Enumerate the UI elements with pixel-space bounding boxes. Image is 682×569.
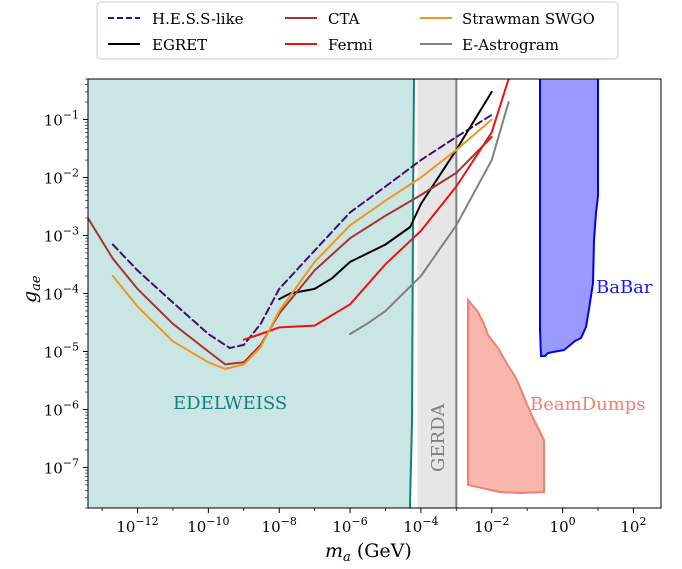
legend-box <box>96 1 619 60</box>
beamdumps-label: BeamDumps <box>530 394 646 415</box>
legend-label-swgo: Strawman SWGO <box>462 10 595 28</box>
legend-label-fermi: Fermi <box>328 36 373 54</box>
legend-label-egret: EGRET <box>152 36 207 54</box>
y-tick-label: 10−7 <box>44 456 79 477</box>
gerda-region <box>417 79 457 508</box>
y-tick-label: 10−4 <box>44 283 79 304</box>
x-axis: 10−12 10−10 10−8 10−6 10−4 10−2 100 102 <box>101 508 646 536</box>
series-line-e-astrogram <box>349 101 510 335</box>
x-tick-label: 100 <box>550 515 576 536</box>
edelweiss-region <box>88 79 415 508</box>
x-axis-label: ma (GeV) <box>325 540 412 565</box>
legend-label-hess: H.E.S.S-like <box>152 10 244 28</box>
y-tick-label: 10−6 <box>44 398 79 419</box>
x-tick-label: 10−6 <box>332 515 367 536</box>
y-tick-label: 10−2 <box>44 167 79 188</box>
x-tick-label: 10−8 <box>262 515 297 536</box>
legend-label-eastrogram: E-Astrogram <box>462 36 559 54</box>
gerda-label: GERDA <box>428 402 449 472</box>
x-tick-label: 10−10 <box>187 515 229 536</box>
babar-label: BaBar <box>596 277 653 298</box>
plot-area <box>88 79 599 508</box>
series-line-strawman-swgo <box>111 118 493 370</box>
series-layer <box>88 79 510 370</box>
legend: H.E.S.S-like EGRET CTA Fermi Strawman SW… <box>96 1 619 60</box>
y-tick-label: 10−1 <box>44 109 79 130</box>
legend-label-cta: CTA <box>328 10 360 28</box>
edelweiss-label: EDELWEISS <box>173 393 287 414</box>
x-tick-label: 102 <box>620 515 646 536</box>
x-tick-label: 10−4 <box>403 515 438 536</box>
y-tick-label: 10−5 <box>44 340 79 361</box>
series-line-h-e-s-s-like <box>111 113 493 349</box>
x-tick-label: 10−2 <box>474 515 509 536</box>
y-axis-label: gae <box>19 275 44 303</box>
beamdumps-region <box>467 297 545 495</box>
series-line-egret <box>278 90 493 301</box>
y-tick-label: 10−3 <box>44 225 79 246</box>
y-axis: 10−7 10−6 10−5 10−4 10−3 10−2 10−1 <box>44 78 88 509</box>
babar-region <box>539 79 599 357</box>
x-tick-label: 10−12 <box>116 515 158 536</box>
